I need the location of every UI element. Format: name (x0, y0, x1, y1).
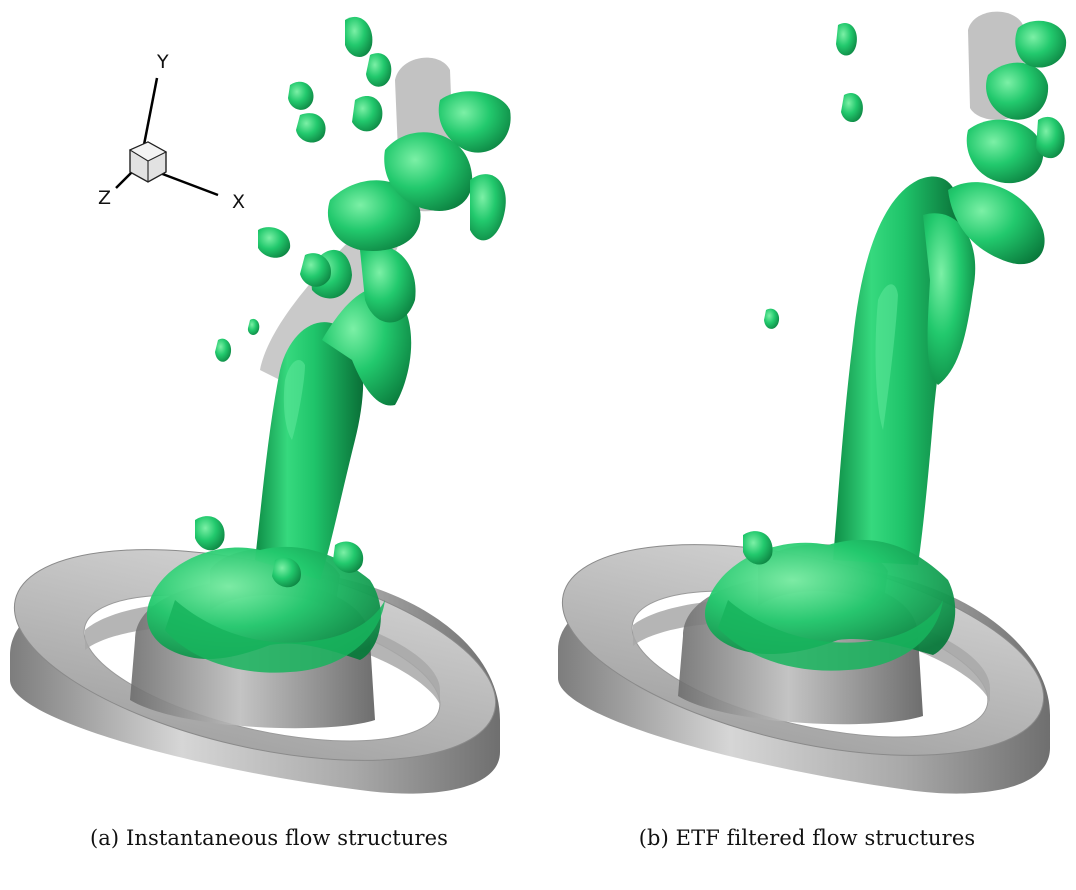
panel-a: Y X Z (10, 16, 511, 850)
flow-visualization-instantaneous: Y X Z (10, 16, 511, 794)
z-axis-label: Z (98, 187, 111, 209)
panel-b: (b) ETF filtered flow structures (538, 0, 1076, 890)
axes-triad: Y X Z (98, 51, 245, 213)
y-axis-label: Y (156, 51, 169, 73)
x-axis-label: X (232, 191, 245, 213)
vortex-isosurface (704, 20, 1067, 671)
vortex-isosurface (146, 16, 511, 673)
flow-visualization-filtered (558, 11, 1067, 794)
caption-a: (a) Instantaneous flow structures (89, 826, 449, 850)
caption-b: (b) ETF filtered flow structures (638, 826, 976, 850)
